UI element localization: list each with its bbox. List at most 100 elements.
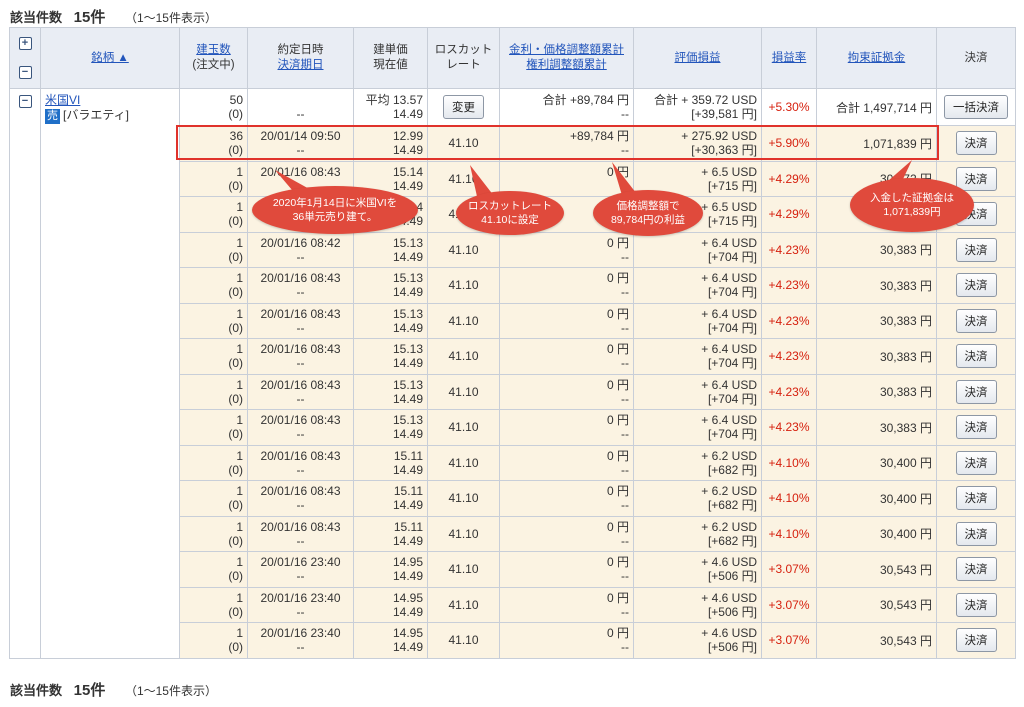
lot-interest-sub: -- xyxy=(621,356,629,371)
lot-entry-price: 15.13 xyxy=(392,342,423,357)
summary-qty: 50 (0) xyxy=(179,88,248,126)
sort-pl-link[interactable]: 評価損益 xyxy=(674,51,721,64)
settle-button[interactable]: 決済 xyxy=(955,557,997,582)
lot-expiry: -- xyxy=(296,604,305,619)
settle-button[interactable]: 決済 xyxy=(955,592,997,617)
lot-qty-value: 1 xyxy=(236,484,243,499)
sort-margin-link[interactable]: 拘束証拠金 xyxy=(847,51,906,64)
lot-date: 20/01/16 08:43-- xyxy=(247,373,354,410)
lot-trade-datetime: 20/01/16 08:43 xyxy=(260,306,341,321)
lot-pl-rate: +4.29% xyxy=(761,160,817,197)
sort-rights-link[interactable]: 権利調整額累計 xyxy=(526,59,607,71)
lot-margin: 30,543 円 xyxy=(816,551,937,588)
lot-date: 20/01/16 08:42 -- xyxy=(247,231,354,268)
lot-expiry: -- xyxy=(296,640,305,655)
lot-trade-datetime: 20/01/16 08:43 xyxy=(260,484,341,499)
lot-qty: 1 (0) xyxy=(179,231,248,268)
instrument-link[interactable]: 米国VI xyxy=(45,93,81,107)
settle-button[interactable]: 決済 xyxy=(955,486,997,511)
lot-pl: + 6.2 USD [+682 円] xyxy=(633,444,762,481)
lot-margin: 30,400 円 xyxy=(816,515,937,552)
settle-all-button[interactable]: 一括決済 xyxy=(944,95,1008,119)
lot-date: 20/01/16 23:40 -- xyxy=(247,586,354,623)
lot-entry-price: 14.95 xyxy=(392,555,423,570)
lot-qty: 1 (0) xyxy=(179,267,248,304)
lot-date: 20/01/16 23:40 -- xyxy=(247,622,354,659)
sort-pl-rate-link[interactable]: 損益率 xyxy=(771,51,807,64)
summary-pl-jpy: [+39,581 円] xyxy=(691,107,757,121)
header-instrument: 銘柄 ▲ xyxy=(40,27,180,89)
lot-qty-pending: (0) xyxy=(228,356,243,371)
lot-trade-datetime: 20/01/16 08:42 xyxy=(260,235,341,250)
sort-expiry-link[interactable]: 決済期日 xyxy=(277,59,324,71)
lot-pl-usd: + 6.5 USD xyxy=(701,164,757,179)
lot-interest-value: 0 円 xyxy=(606,555,629,570)
lot-qty: 1 (0) xyxy=(179,160,248,197)
settle-button[interactable]: 決済 xyxy=(955,308,997,333)
summary-cur-price: 14.49 xyxy=(392,107,423,121)
lot-pl-rate: +4.23% xyxy=(761,373,817,410)
lot-margin: 30,383 円 xyxy=(816,338,937,375)
lot-expiry: -- xyxy=(296,356,305,371)
settle-button[interactable]: 決済 xyxy=(955,166,997,191)
table-row: 1 (0) 20/01/16 08:43 -- 15.11 14.49 41.10 0 円 --… xyxy=(10,480,1016,517)
lot-interest-sub: -- xyxy=(621,640,629,655)
expand-all-icon[interactable]: + xyxy=(18,37,32,50)
settle-button[interactable]: 決済 xyxy=(955,415,997,440)
lot-margin: 1,071,839 円 xyxy=(816,125,937,162)
lot-pl: + 6.4 USD [+704 円] xyxy=(633,231,762,268)
lot-interest-sub: -- xyxy=(621,498,629,513)
lot-interest-sub: -- xyxy=(621,143,629,158)
annotation-1-line2: 36単元売り建て。 xyxy=(292,211,378,223)
lot-current-price: 14.49 xyxy=(392,320,423,335)
header-date-label: 約定日時 xyxy=(277,44,324,56)
collapse-row-icon[interactable]: − xyxy=(18,95,32,108)
sort-interest-link[interactable]: 金利・価格調整額累計 xyxy=(509,44,624,56)
annotation-3-line1: 価格調整額で xyxy=(616,200,680,212)
lot-qty-pending: (0) xyxy=(228,178,243,193)
sort-instrument-link[interactable]: 銘柄 ▲ xyxy=(91,51,129,64)
change-losscut-button[interactable]: 変更 xyxy=(443,95,484,119)
annotation-bubble-entry: 2020年1月14日に米国VIを 36単元売り建て。 xyxy=(252,186,418,234)
lot-qty-pending: (0) xyxy=(228,498,243,513)
lot-expiry: -- xyxy=(296,143,305,158)
settle-button[interactable]: 決済 xyxy=(955,450,997,475)
summary-pl: 合計 + 359.72 USD [+39,581 円] xyxy=(633,88,762,126)
lot-interest: 0 円-- xyxy=(499,160,634,197)
settle-button[interactable]: 決済 xyxy=(955,344,997,369)
settle-button[interactable]: 決済 xyxy=(955,237,997,262)
header-price: 建単価 現在値 xyxy=(353,27,428,89)
lot-price: 15.13 14.49 xyxy=(353,267,428,304)
settle-button[interactable]: 決済 xyxy=(955,273,997,298)
lot-qty: 1 (0) xyxy=(179,338,248,375)
lot-losscut: 41.10 xyxy=(427,622,500,659)
settle-button[interactable]: 決済 xyxy=(955,379,997,404)
lot-qty: 1 (0) xyxy=(179,622,248,659)
lot-qty-value: 1 xyxy=(236,626,243,641)
table-row: 1 (0) 20/01/16 08:43 -- 15.13 14.49 41.10 0 円 --… xyxy=(10,267,1016,304)
sort-qty-link[interactable]: 建玉数 xyxy=(196,44,231,56)
lot-pl-jpy: [+506 円] xyxy=(707,604,757,619)
lot-qty-pending: (0) xyxy=(228,462,243,477)
lot-qty-pending: (0) xyxy=(228,604,243,619)
settle-button[interactable]: 決済 xyxy=(955,521,997,546)
lot-settle: 決済 xyxy=(936,409,1016,446)
lot-entry-price: 14.95 xyxy=(392,626,423,641)
lot-pl-rate: +5.90% xyxy=(761,125,817,162)
lot-settle: 決済 xyxy=(936,125,1016,162)
lot-current-price: 14.49 xyxy=(392,285,423,300)
collapse-all-icon[interactable]: − xyxy=(18,66,32,79)
lot-expiry: -- xyxy=(296,498,305,513)
lot-interest: 0 円-- xyxy=(499,302,634,339)
settle-button[interactable]: 決済 xyxy=(955,131,997,156)
lot-interest-value: +89,784 円 xyxy=(569,129,629,144)
settle-button[interactable]: 決済 xyxy=(955,628,997,653)
lot-pl-jpy: [+704 円] xyxy=(707,285,757,300)
lot-pl-jpy: [+682 円] xyxy=(707,533,757,548)
lot-date: 20/01/16 23:40 -- xyxy=(247,551,354,588)
lot-trade-datetime: 20/01/16 08:43 xyxy=(260,519,341,534)
annotation-bubble-margin: 入金した証拠金は 1,071,839円 xyxy=(850,178,974,232)
header-settle-label: 決済 xyxy=(964,51,988,64)
header-pl-rate: 損益率 xyxy=(761,27,817,89)
lot-pl-jpy: [+715 円] xyxy=(707,214,757,229)
